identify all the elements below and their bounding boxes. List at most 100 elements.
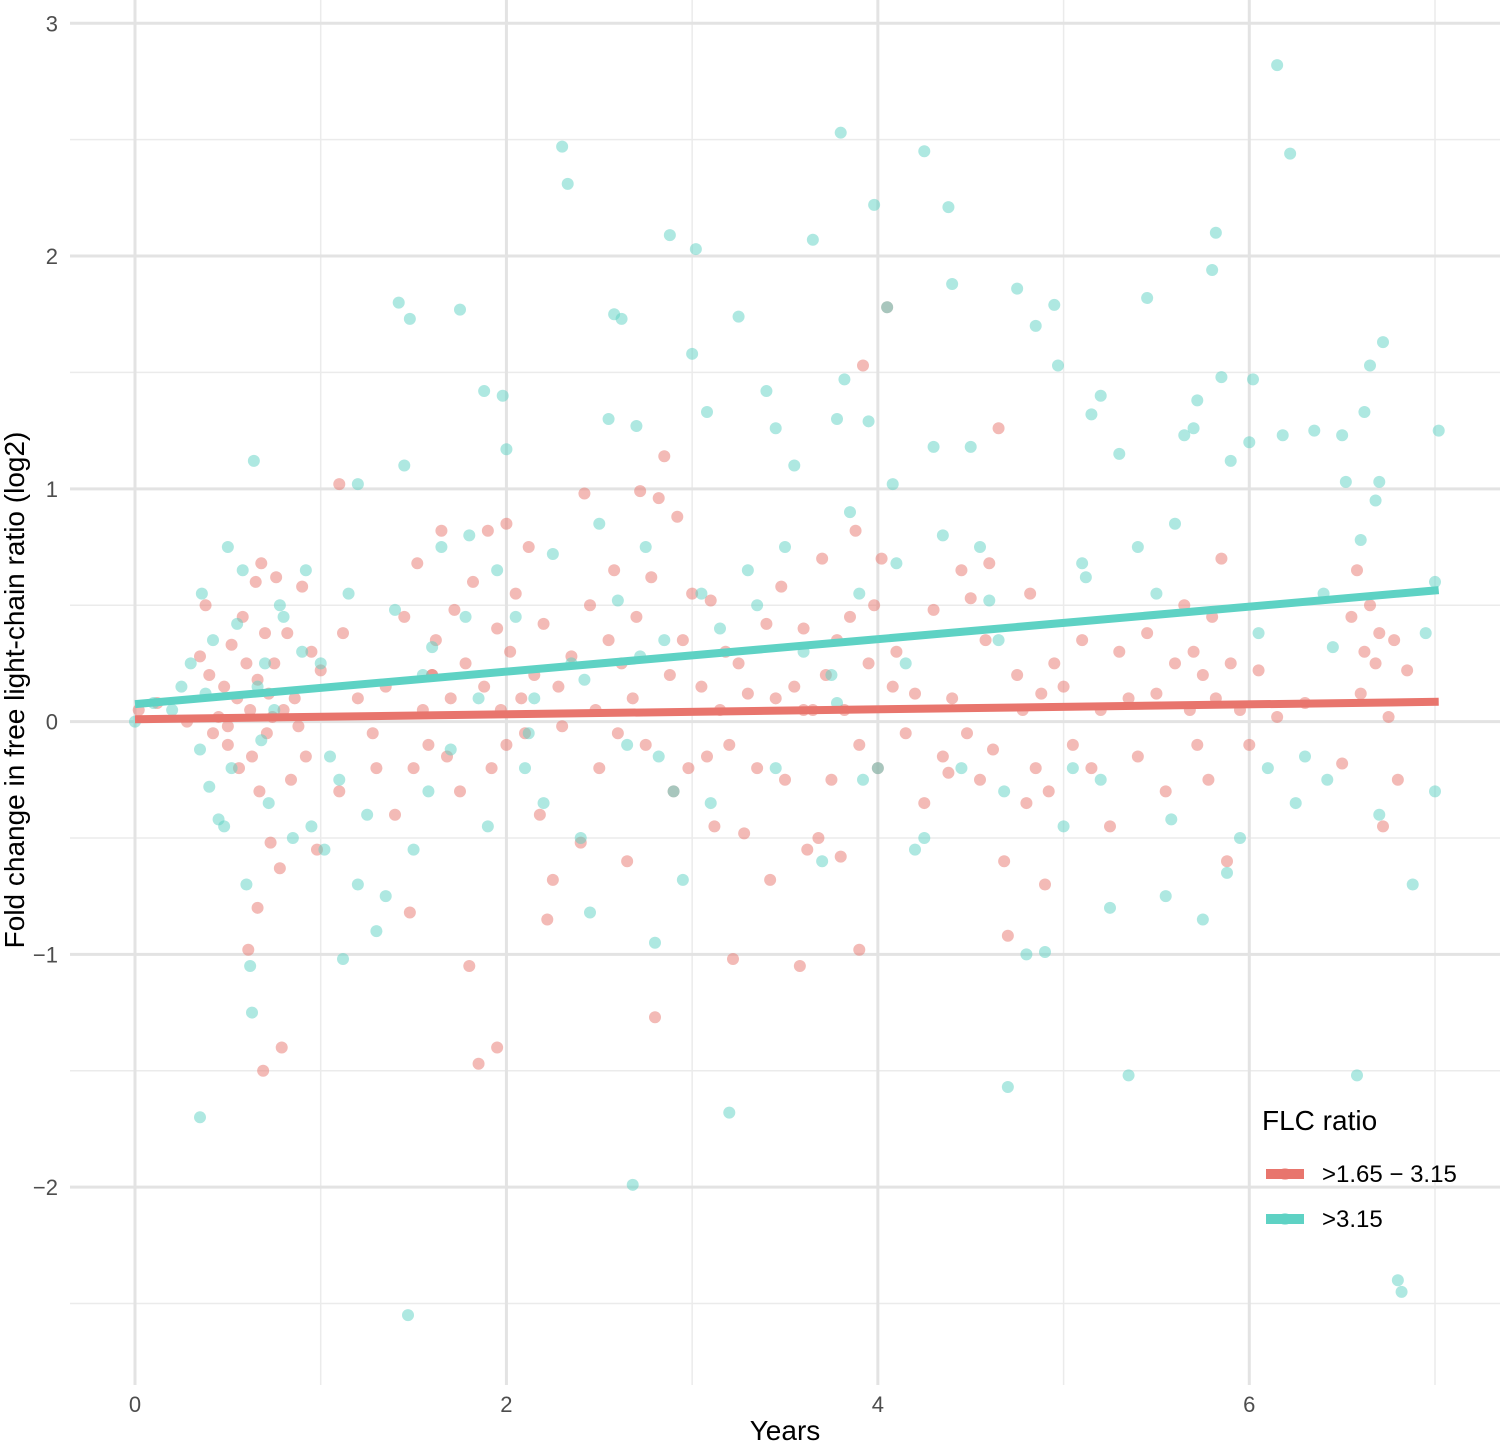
data-point-series-2 [194,1111,206,1124]
data-point-series-2 [1429,785,1441,798]
data-point-series-2 [686,347,699,360]
data-point-series-1 [481,524,494,537]
data-point-series-2 [221,541,234,554]
data-point-series-2 [296,645,309,658]
data-point-series-1 [221,738,234,751]
data-point-series-2 [407,843,420,856]
data-point-series-2 [667,785,680,798]
data-point-series-2 [769,422,782,435]
data-point-series-2 [1131,541,1144,554]
legend-item-series-1: >1.65 − 3.15 [1266,1161,1457,1188]
data-point-series-2 [1057,820,1070,833]
data-point-series-1 [422,738,435,751]
data-point-series-2 [459,610,472,623]
data-point-series-2 [1364,359,1376,372]
data-point-series-1 [630,610,643,623]
data-point-series-1 [695,680,708,693]
data-point-series-1 [875,552,888,565]
data-point-series-2 [909,843,921,856]
data-point-series-2 [927,440,940,453]
data-point-series-2 [175,680,188,693]
data-point-series-2 [918,145,931,158]
data-point-series-2 [537,797,550,810]
data-point-series-2 [528,692,541,705]
data-point-series-1 [478,680,491,693]
data-point-series-1 [732,657,745,670]
data-point-series-2 [1377,336,1389,349]
data-point-series-2 [1094,389,1107,402]
data-point-series-2 [992,634,1005,647]
data-point-series-2 [240,878,253,891]
data-point-series-2 [361,808,374,821]
data-point-series-2 [676,873,689,886]
data-point-series-1 [918,797,931,810]
y-tick-label: 3 [46,11,58,36]
data-point-series-1 [537,617,550,630]
data-point-series-2 [714,622,726,635]
data-point-series-1 [472,1057,485,1070]
data-point-series-1 [701,750,713,763]
data-point-series-1 [621,855,634,868]
data-point-series-1 [593,762,606,775]
data-point-series-1 [899,727,912,740]
data-point-series-1 [259,627,271,640]
data-point-series-2 [788,459,801,472]
data-point-series-1 [500,517,513,530]
data-point-series-2 [268,703,281,716]
data-point-series-1 [1243,738,1256,751]
data-point-series-1 [1202,773,1215,786]
legend-dot-series-2 [1279,1213,1291,1225]
data-point-series-2 [899,657,912,670]
data-point-series-1 [288,692,301,705]
data-point-series-2 [1048,298,1061,311]
data-point-series-2 [259,657,271,670]
data-point-series-2 [273,599,286,612]
data-point-series-1 [244,703,257,716]
x-tick-label: 4 [872,1392,884,1417]
data-point-series-1 [285,773,297,786]
data-point-series-1 [264,836,277,849]
data-point-series-2 [496,389,509,402]
data-point-series-1 [704,594,717,607]
data-point-series-1 [491,1041,504,1054]
data-point-series-1 [218,680,231,693]
data-point-series-1 [305,645,318,658]
data-point-series-1 [333,785,346,798]
data-point-series-2 [522,727,535,740]
data-point-series-2 [314,657,327,670]
data-point-series-1 [1039,878,1051,891]
legend-label-series-2: >3.15 [1322,1206,1383,1233]
data-point-series-1 [682,762,695,775]
data-point-series-1 [1011,669,1024,682]
data-point-series-2 [337,953,349,966]
data-point-series-1 [816,552,829,565]
data-point-series-2 [195,587,208,600]
data-point-series-1 [1373,627,1386,640]
data-point-series-2 [1373,808,1386,821]
data-point-series-2 [1094,773,1107,786]
data-point-series-1 [1122,692,1135,705]
data-point-series-1 [403,906,416,919]
data-point-series-1 [979,634,992,647]
data-point-series-2 [955,762,968,775]
data-point-series-1 [1104,820,1116,833]
data-point-series-1 [454,785,466,798]
data-point-series-2 [615,312,628,325]
data-point-series-1 [652,492,665,505]
data-point-series-2 [862,415,875,428]
data-point-series-2 [1252,627,1265,640]
data-point-series-1 [611,727,624,740]
data-point-series-2 [890,557,903,570]
data-point-series-1 [203,669,216,682]
data-point-series-2 [1299,750,1311,763]
data-point-series-2 [998,785,1011,798]
data-point-series-1 [584,599,596,612]
y-axis-title: Fold change in free light-chain ratio (l… [0,432,30,949]
data-point-series-1 [1169,657,1181,670]
legend-label-series-1: >1.65 − 3.15 [1322,1161,1457,1188]
data-point-series-1 [268,657,281,670]
data-point-series-1 [351,692,364,705]
data-point-series-1 [552,680,565,693]
data-point-series-1 [868,599,881,612]
data-point-series-1 [249,575,262,588]
